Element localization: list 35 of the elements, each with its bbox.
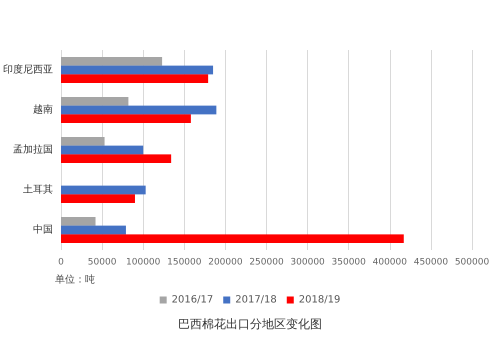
y-tick-label: 中国 [33, 224, 53, 236]
x-tick-label: 300000 [290, 258, 326, 268]
bar [61, 234, 404, 243]
text: 巴西棉花出口分地区变化图 [178, 317, 322, 331]
x-tick-label: 100000 [126, 258, 161, 268]
legend-label: 2017/18 [235, 294, 277, 306]
bar [61, 217, 96, 226]
x-tick-label: 200000 [208, 258, 243, 268]
y-tick-label: 土耳其 [23, 184, 53, 196]
legend-label: 2016/17 [172, 294, 214, 306]
bar [61, 186, 146, 194]
bar [61, 146, 144, 154]
bar [61, 226, 126, 234]
x-tick-label: 150000 [167, 258, 202, 268]
legend-label: 2018/19 [298, 294, 340, 306]
x-tick-label: 250000 [249, 258, 284, 268]
bar [61, 97, 128, 106]
bar [61, 106, 216, 114]
text: 单位：吨 [55, 274, 95, 286]
bar [61, 74, 208, 83]
bar [61, 57, 162, 66]
bar [61, 137, 105, 146]
y-tick-label: 孟加拉国 [13, 144, 53, 156]
x-tick-label: 0 [58, 258, 64, 268]
x-tick-label: 350000 [332, 258, 366, 268]
y-tick-label: 越南 [33, 104, 53, 116]
bar [61, 114, 191, 123]
bar [61, 154, 172, 163]
bar [61, 194, 135, 203]
x-tick-label: 50000 [88, 258, 117, 268]
x-tick-label: 500000 [454, 258, 490, 268]
x-tick-label: 400000 [372, 258, 408, 268]
y-tick-label: 印度尼西亚 [3, 64, 53, 76]
x-tick-label: 450000 [414, 258, 448, 268]
bar [61, 66, 214, 74]
